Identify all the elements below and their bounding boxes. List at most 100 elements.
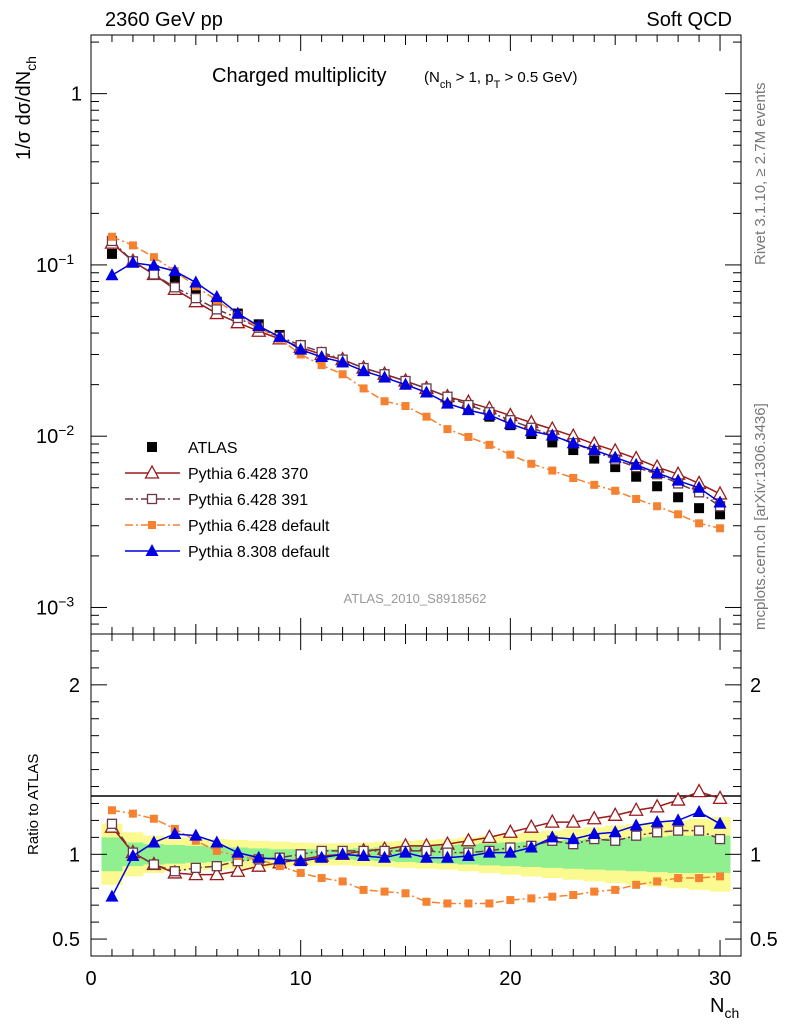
ratio-point [670, 791, 686, 806]
main-point [715, 509, 726, 520]
legend-item: Pythia 6.428 default [125, 518, 330, 535]
x-tick-label: 30 [709, 968, 731, 990]
ratio-point [716, 872, 725, 881]
ratio-point [191, 836, 200, 845]
ratio-point [632, 880, 641, 889]
legend-marker [144, 464, 160, 479]
ratio-point [359, 885, 368, 894]
ratio-point [482, 845, 496, 858]
ratio-point [460, 832, 477, 847]
main-point [524, 424, 538, 437]
main-line-4 [111, 236, 721, 530]
main-point [568, 445, 579, 456]
ratio-point [378, 850, 392, 863]
main-point [252, 318, 266, 331]
ratio-point [401, 889, 410, 898]
main-title: Charged multiplicity [212, 65, 387, 87]
main-point [422, 412, 431, 421]
main-point [548, 466, 557, 475]
legend-item: Pythia 8.308 default [125, 544, 330, 561]
ratio-point [653, 877, 662, 886]
main-axes: 10−3 10−2 10−1 1 [36, 35, 742, 635]
main-point [399, 377, 413, 390]
ratio-point [168, 826, 182, 839]
main-series-5 [105, 255, 727, 508]
main-point [482, 407, 496, 420]
category-label: Soft QCD [646, 9, 732, 31]
ratio-point [273, 852, 287, 865]
ratio-point [296, 868, 305, 877]
ratio-y-tick-label: 2 [69, 675, 80, 697]
ratio-point [611, 885, 620, 894]
ratio-point [671, 813, 685, 826]
ratio-point [712, 790, 728, 805]
ratio-point [169, 866, 181, 877]
ratio-point [106, 818, 118, 829]
main-point [357, 364, 371, 377]
ratio-axes: 0.5 0.51 12 20 10 20 30 [52, 634, 778, 990]
main-point [380, 397, 389, 406]
ratio-point [544, 813, 560, 828]
ratio-point [545, 830, 559, 843]
ratio-point [231, 845, 245, 858]
main-point [169, 282, 181, 293]
ratio-frame [90, 633, 742, 957]
ratio-point [506, 896, 515, 905]
ratio-y-axis-label: Ratio to ATLAS [25, 754, 42, 855]
legend-label: Pythia 6.428 391 [188, 492, 308, 509]
main-point [148, 269, 160, 280]
legend-label: Pythia 6.428 default [188, 518, 330, 535]
ratio-point [607, 806, 623, 821]
analysis-id-label: ATLAS_2010_S8918562 [344, 591, 487, 606]
main-point [692, 480, 706, 493]
ratio-point [251, 857, 267, 872]
ratio-point [128, 809, 137, 818]
ratio-point [126, 849, 140, 862]
ratio-point [586, 810, 602, 825]
ratio-point [338, 877, 347, 886]
mcplots-label: mcplots.cern.ch [arXiv:1306.3436] [752, 403, 769, 630]
legend-item: Pythia 6.428 370 [125, 464, 308, 483]
ratio-point [672, 825, 684, 836]
main-point [338, 370, 347, 379]
ratio-point [692, 804, 706, 817]
rivet-version-label: Rivet 3.1.10, ≥ 2.7M events [752, 83, 769, 266]
ratio-point [294, 854, 308, 867]
ratio-point [587, 826, 601, 839]
main-point [128, 241, 137, 250]
ratio-point [440, 850, 454, 863]
ratio-point [105, 889, 119, 902]
y-tick-label: 10−3 [36, 593, 74, 619]
main-point [126, 255, 140, 268]
main-point [190, 292, 201, 304]
ratio-point [275, 862, 284, 871]
ratio-y-tick-label-right: 2 [750, 675, 761, 697]
ratio-point [252, 850, 266, 863]
legend-marker [146, 493, 158, 505]
main-point [611, 486, 620, 495]
ratio-point [380, 887, 389, 896]
ratio-y-tick-label: 1 [69, 844, 80, 866]
main-y-axis-label: 1/σ dσ/dNch [13, 56, 39, 160]
y-tick-label: 10−2 [36, 422, 74, 448]
ratio-point [189, 828, 203, 841]
main-point [566, 436, 580, 449]
main-point [401, 402, 410, 411]
main-point [716, 524, 725, 533]
ratio-y-tick-label-right: 1 [750, 844, 761, 866]
main-point [210, 289, 224, 302]
main-point [527, 459, 536, 468]
ratio-y-tick-label: 0.5 [52, 929, 80, 951]
main-point [273, 329, 287, 342]
main-point [629, 457, 643, 470]
main-point [610, 462, 621, 473]
main-point [169, 274, 180, 285]
ratio-point [610, 835, 621, 846]
main-point [211, 304, 222, 315]
y-tick-label: 1 [71, 84, 82, 106]
legend-item: ATLAS [147, 440, 238, 457]
ratio-point [190, 862, 201, 874]
main-point [294, 342, 308, 355]
legend-label: Pythia 6.428 370 [188, 466, 308, 483]
